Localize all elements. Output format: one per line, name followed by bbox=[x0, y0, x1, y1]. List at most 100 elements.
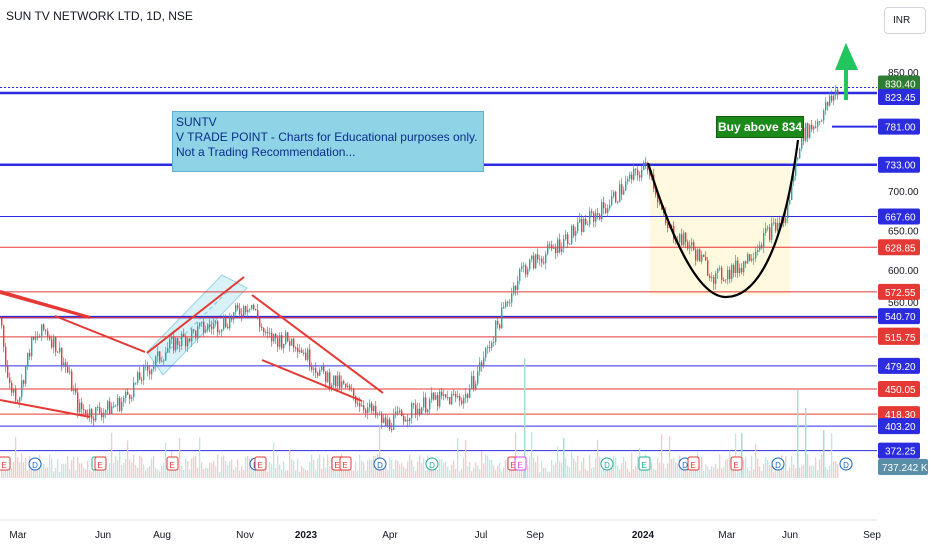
cup-curve[interactable] bbox=[646, 139, 800, 299]
candle-body bbox=[221, 329, 223, 332]
earnings-marker[interactable] bbox=[638, 456, 651, 471]
volume-bar bbox=[813, 465, 815, 478]
volume-bar bbox=[723, 466, 725, 478]
price-level-tag[interactable] bbox=[878, 89, 920, 106]
dividend-marker[interactable] bbox=[600, 457, 614, 471]
candle-body bbox=[337, 375, 339, 387]
candle-body bbox=[11, 382, 13, 393]
price-level-tag[interactable] bbox=[878, 239, 920, 256]
buy-label[interactable]: Buy above 834 bbox=[716, 116, 804, 138]
volume-bar bbox=[681, 465, 683, 478]
candle-body bbox=[775, 222, 777, 231]
volume-tag[interactable] bbox=[878, 459, 928, 475]
volume-bar bbox=[437, 469, 439, 478]
candle-body bbox=[51, 339, 53, 348]
candle-body bbox=[665, 212, 667, 224]
price-level-value: 628.85 bbox=[885, 243, 916, 254]
price-level-tag[interactable] bbox=[878, 418, 920, 435]
candle-body bbox=[565, 234, 567, 240]
candle-body bbox=[333, 375, 335, 386]
earnings-marker[interactable] bbox=[687, 456, 700, 471]
price-level-tag[interactable] bbox=[878, 75, 920, 92]
earnings-marker[interactable] bbox=[166, 456, 179, 471]
earnings-marker[interactable] bbox=[514, 456, 527, 471]
candle-body bbox=[297, 347, 299, 352]
volume-bar bbox=[265, 463, 267, 478]
candle-body bbox=[271, 332, 273, 342]
candle-body bbox=[591, 211, 593, 213]
dividend-marker[interactable] bbox=[28, 457, 42, 471]
volume-bar bbox=[205, 467, 207, 478]
price-level-tag[interactable] bbox=[878, 208, 920, 225]
trendline[interactable] bbox=[0, 290, 91, 318]
volume-bar bbox=[181, 465, 183, 478]
candle-body bbox=[615, 191, 617, 202]
candle-body bbox=[835, 89, 837, 96]
candle-body bbox=[805, 123, 807, 141]
candle-body bbox=[307, 349, 309, 360]
candle-body bbox=[13, 389, 15, 393]
trendline[interactable] bbox=[146, 276, 245, 354]
candle-body bbox=[19, 397, 21, 402]
volume-bar bbox=[611, 465, 613, 478]
candle-body bbox=[493, 341, 495, 343]
price-level-tag[interactable] bbox=[878, 308, 920, 325]
candle-body bbox=[361, 405, 363, 407]
trendline[interactable] bbox=[0, 399, 91, 418]
candle-body bbox=[231, 316, 233, 320]
trendline[interactable] bbox=[251, 294, 384, 394]
volume-bar bbox=[401, 462, 403, 478]
volume-bar bbox=[237, 459, 239, 478]
candle-body bbox=[721, 267, 723, 280]
price-level-tag[interactable] bbox=[878, 118, 920, 135]
candle-body bbox=[269, 332, 271, 334]
earnings-marker[interactable] bbox=[730, 456, 743, 471]
trendline[interactable] bbox=[0, 292, 91, 319]
volume-bar bbox=[261, 463, 263, 478]
trendline[interactable] bbox=[261, 359, 363, 402]
candle-body bbox=[667, 223, 669, 228]
currency-selector[interactable]: INR bbox=[884, 7, 926, 34]
candle-body bbox=[709, 275, 711, 278]
candle-body bbox=[821, 120, 823, 122]
price-level-tag[interactable] bbox=[878, 357, 920, 374]
volume-bar bbox=[515, 432, 517, 478]
earnings-marker[interactable] bbox=[339, 456, 352, 471]
volume-bar bbox=[635, 466, 637, 478]
earnings-marker[interactable] bbox=[94, 456, 107, 471]
volume-bar bbox=[109, 463, 111, 478]
dividend-marker[interactable] bbox=[425, 457, 439, 471]
dividend-marker[interactable] bbox=[771, 457, 785, 471]
candle-body bbox=[655, 189, 657, 195]
volume-bar bbox=[183, 469, 185, 478]
candle-body bbox=[635, 168, 637, 170]
earnings-marker[interactable] bbox=[254, 456, 267, 471]
volume-bar bbox=[749, 470, 751, 478]
volume-bar bbox=[625, 461, 627, 478]
dividend-marker[interactable] bbox=[373, 457, 387, 471]
volume-bar bbox=[527, 465, 529, 478]
candle-body bbox=[89, 409, 91, 418]
volume-bar bbox=[535, 462, 537, 478]
chart-note[interactable]: SUNTV V TRADE POINT - Charts for Educati… bbox=[172, 111, 484, 172]
dividend-marker[interactable] bbox=[839, 457, 853, 471]
candle-body bbox=[1, 317, 3, 326]
price-level-value: 572.55 bbox=[885, 288, 916, 299]
candle-body bbox=[349, 385, 351, 389]
candle-body bbox=[105, 409, 107, 413]
candle-body bbox=[657, 194, 659, 203]
candle-body bbox=[373, 405, 375, 412]
price-level-tag[interactable] bbox=[878, 283, 920, 300]
volume-bar bbox=[241, 466, 243, 478]
volume-bar bbox=[787, 470, 789, 478]
price-level-tag[interactable] bbox=[878, 156, 920, 173]
price-level-tag[interactable] bbox=[878, 328, 920, 345]
trendline[interactable] bbox=[54, 315, 146, 353]
earnings-marker[interactable] bbox=[0, 456, 11, 471]
price-level-tag[interactable] bbox=[878, 442, 920, 459]
candle-body bbox=[381, 413, 383, 423]
price-level-tag[interactable] bbox=[878, 380, 920, 397]
volume-bar bbox=[409, 454, 411, 478]
volume-bar bbox=[779, 466, 781, 478]
